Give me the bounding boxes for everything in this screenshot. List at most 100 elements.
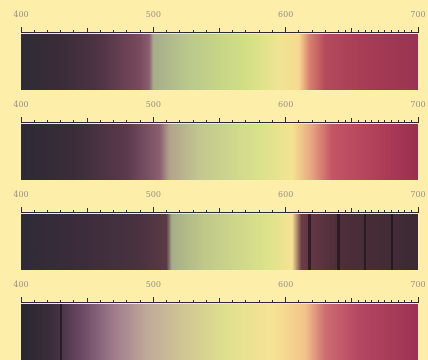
absorption-band xyxy=(363,214,367,270)
spectrum-bar xyxy=(21,34,418,90)
wavelength-label-600: 600 xyxy=(278,280,294,289)
scale-tick xyxy=(298,120,300,123)
scale-tick xyxy=(99,120,101,123)
scale-tick xyxy=(192,210,194,213)
scale-tick xyxy=(152,27,154,33)
scale-tick xyxy=(285,27,287,33)
scale-tick xyxy=(139,30,141,33)
scale-tick xyxy=(271,30,273,33)
scale-tick xyxy=(139,120,141,123)
scale-tick xyxy=(391,30,393,33)
scale-tick xyxy=(113,30,115,33)
scale-tick xyxy=(245,300,247,303)
scale-tick xyxy=(219,208,220,213)
scale-tick xyxy=(245,30,247,33)
spectrum-panel-3: 400 500 600 700 xyxy=(0,180,428,270)
scale-tick xyxy=(377,30,379,33)
scale-tick xyxy=(86,118,88,123)
scale-tick xyxy=(344,210,346,213)
scale-tick xyxy=(33,120,35,123)
scale-tick xyxy=(357,30,359,33)
scale-tick xyxy=(73,210,75,213)
scale-tick xyxy=(364,30,366,33)
wavelength-label-400: 400 xyxy=(13,100,29,109)
scale-tick xyxy=(357,120,359,123)
scale-tick xyxy=(311,210,313,213)
scale-tick xyxy=(126,300,128,303)
scale-tick xyxy=(258,210,260,213)
scale-tick xyxy=(245,210,247,213)
scale-tick xyxy=(338,210,340,213)
scale-tick xyxy=(410,120,412,123)
scale-tick xyxy=(86,298,88,303)
scale-tick xyxy=(351,118,353,123)
scale-tick xyxy=(377,120,379,123)
scale-tick xyxy=(271,300,273,303)
scale-tick xyxy=(46,210,48,213)
scale-tick xyxy=(205,210,207,213)
scale-tick xyxy=(205,30,207,33)
scale-tick xyxy=(166,30,168,33)
scale-tick xyxy=(152,207,154,213)
scale-tick xyxy=(371,30,373,33)
scale-tick xyxy=(344,300,346,303)
scale-tick xyxy=(397,30,399,33)
scale-tick xyxy=(232,210,234,213)
wavelength-label-700: 700 xyxy=(410,10,426,19)
scale-tick xyxy=(166,210,168,213)
wavelength-label-600: 600 xyxy=(278,100,294,109)
scale-tick xyxy=(232,120,234,123)
scale-tick xyxy=(99,210,101,213)
spectrum-panel-1: 400 500 600 700 xyxy=(0,0,428,90)
scale-tick xyxy=(391,210,393,213)
scale-tick xyxy=(410,30,412,33)
scale-tick xyxy=(219,118,220,123)
spectrum-bar xyxy=(21,214,418,270)
scale-tick xyxy=(99,300,101,303)
wavelength-label-500: 500 xyxy=(145,280,161,289)
scale-tick xyxy=(86,208,88,213)
spectrum-panel-4: 400 500 600 700 xyxy=(0,270,428,360)
scale-tick xyxy=(245,120,247,123)
absorption-band xyxy=(336,214,341,270)
scale-tick xyxy=(33,210,35,213)
scale-tick xyxy=(417,27,419,33)
scale-tick xyxy=(324,210,326,213)
scale-tick xyxy=(351,28,353,33)
scale-tick xyxy=(404,30,406,33)
absorption-band xyxy=(59,304,62,360)
scale-tick xyxy=(192,30,194,33)
scale-tick xyxy=(364,300,366,303)
wavelength-label-500: 500 xyxy=(145,10,161,19)
scale-tick xyxy=(397,300,399,303)
scale-tick xyxy=(179,30,181,33)
scale-tick xyxy=(20,117,22,123)
scale-tick xyxy=(205,120,207,123)
scale-tick xyxy=(357,300,359,303)
scale-tick xyxy=(384,300,386,303)
scale-tick xyxy=(33,300,35,303)
wavelength-label-600: 600 xyxy=(278,10,294,19)
wavelength-label-700: 700 xyxy=(410,280,426,289)
scale-tick xyxy=(364,210,366,213)
scale-tick xyxy=(391,120,393,123)
scale-tick xyxy=(179,210,181,213)
scale-tick xyxy=(397,120,399,123)
scale-tick xyxy=(311,300,313,303)
scale-tick xyxy=(371,300,373,303)
scale-tick xyxy=(397,210,399,213)
scale-tick xyxy=(351,208,353,213)
wavelength-label-500: 500 xyxy=(145,190,161,199)
scale-tick xyxy=(271,210,273,213)
scale-tick xyxy=(410,300,412,303)
scale-tick xyxy=(139,210,141,213)
scale-tick xyxy=(404,300,406,303)
scale-tick xyxy=(384,30,386,33)
scale-tick xyxy=(60,210,62,213)
scale-tick xyxy=(86,28,88,33)
scale-tick xyxy=(205,300,207,303)
scale-tick xyxy=(371,210,373,213)
scale-tick xyxy=(404,210,406,213)
scale-tick xyxy=(166,300,168,303)
